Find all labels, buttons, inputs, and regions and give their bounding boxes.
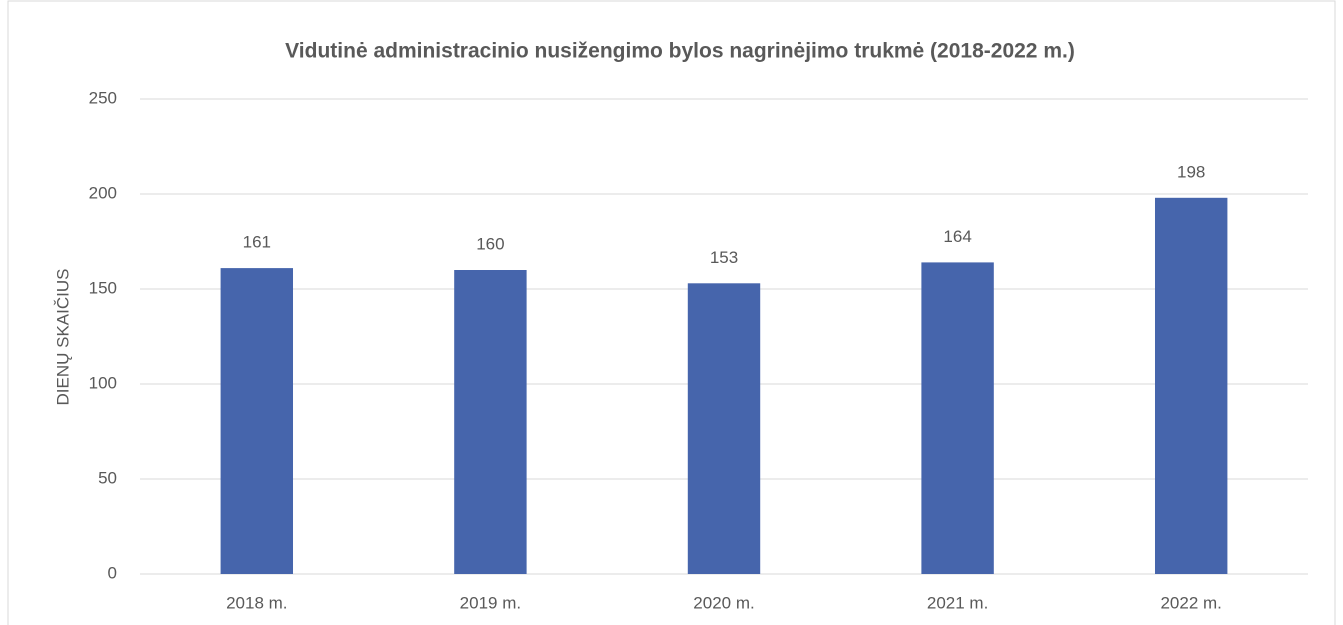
x-tick-label: 2021 m. bbox=[927, 593, 988, 612]
data-label: 164 bbox=[943, 227, 971, 246]
bar bbox=[220, 268, 294, 574]
y-axis-label: DIENŲ SKAIČIUS bbox=[53, 269, 72, 406]
bar bbox=[921, 262, 994, 574]
chart-title: Vidutinė administracinio nusižengimo byl… bbox=[285, 40, 1075, 63]
y-tick-label: 50 bbox=[98, 468, 117, 487]
x-tick-label: 2019 m. bbox=[460, 593, 521, 612]
y-tick-label: 100 bbox=[89, 373, 117, 392]
y-tick-label: 0 bbox=[108, 563, 117, 582]
bar bbox=[454, 270, 527, 574]
data-label: 160 bbox=[476, 234, 504, 253]
data-label: 198 bbox=[1177, 162, 1205, 181]
x-tick-label: 2022 m. bbox=[1160, 593, 1221, 612]
x-tick-label: 2018 m. bbox=[226, 593, 287, 612]
x-tick-label: 2020 m. bbox=[693, 593, 754, 612]
data-label: 161 bbox=[243, 233, 271, 252]
data-label: 153 bbox=[710, 248, 738, 267]
y-tick-label: 250 bbox=[89, 88, 117, 107]
y-tick-label: 200 bbox=[89, 183, 117, 202]
chart-frame bbox=[7, 0, 1336, 625]
y-tick-label: 150 bbox=[89, 278, 117, 297]
bar bbox=[687, 283, 761, 574]
bar bbox=[1154, 197, 1228, 575]
